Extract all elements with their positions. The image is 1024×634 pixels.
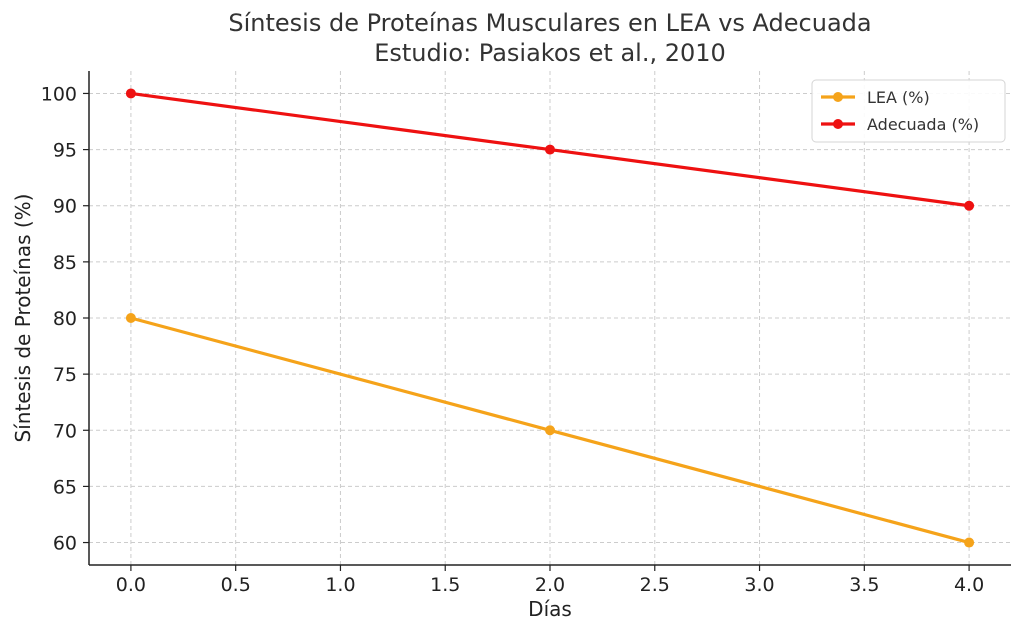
y-tick-label: 65: [53, 476, 77, 498]
x-tick-label: 2.0: [535, 574, 565, 596]
x-axis-label: Días: [528, 597, 572, 621]
y-tick-label: 75: [53, 364, 77, 386]
y-tick-label: 60: [53, 533, 77, 555]
y-tick-label: 90: [53, 196, 77, 218]
tick-labels: 0.0 0.5 1.0 1.5 2.0 2.5 3.0 3.5 4.0 60 65 70 75 80 85 9…: [41, 83, 984, 596]
x-tick-label: 2.5: [640, 574, 670, 596]
data-point: [125, 88, 136, 99]
chart-subtitle: Estudio: Pasiakos et al., 2010: [374, 39, 726, 67]
chart-title: Síntesis de Proteínas Musculares en LEA …: [228, 9, 871, 37]
series-layer: [125, 88, 975, 548]
y-tick-label: 100: [41, 83, 77, 105]
x-tick-label: 4.0: [954, 574, 984, 596]
x-tick-label: 3.5: [849, 574, 879, 596]
y-tick-label: 95: [53, 140, 77, 162]
axes: [83, 71, 1011, 571]
legend-label: Adecuada (%): [867, 115, 979, 134]
data-point: [125, 313, 136, 323]
x-tick-label: 1.5: [430, 574, 460, 596]
y-axis-label: Síntesis de Proteínas (%): [11, 194, 35, 443]
legend-marker: [833, 92, 843, 102]
legend-label: LEA (%): [867, 88, 930, 107]
y-tick-label: 80: [53, 308, 77, 330]
x-tick-label: 0.5: [221, 574, 251, 596]
legend: LEA (%) Adecuada (%): [811, 79, 1006, 143]
legend-marker: [833, 119, 843, 129]
data-point: [545, 144, 555, 155]
data-point: [545, 425, 555, 436]
x-tick-label: 1.0: [325, 574, 355, 596]
x-tick-label: 3.0: [744, 574, 774, 596]
x-tick-label: 0.0: [116, 574, 146, 596]
y-tick-label: 85: [53, 252, 77, 274]
data-point: [964, 537, 975, 548]
data-point: [964, 200, 975, 211]
legend-box: [811, 79, 1006, 143]
y-tick-label: 70: [53, 420, 77, 442]
